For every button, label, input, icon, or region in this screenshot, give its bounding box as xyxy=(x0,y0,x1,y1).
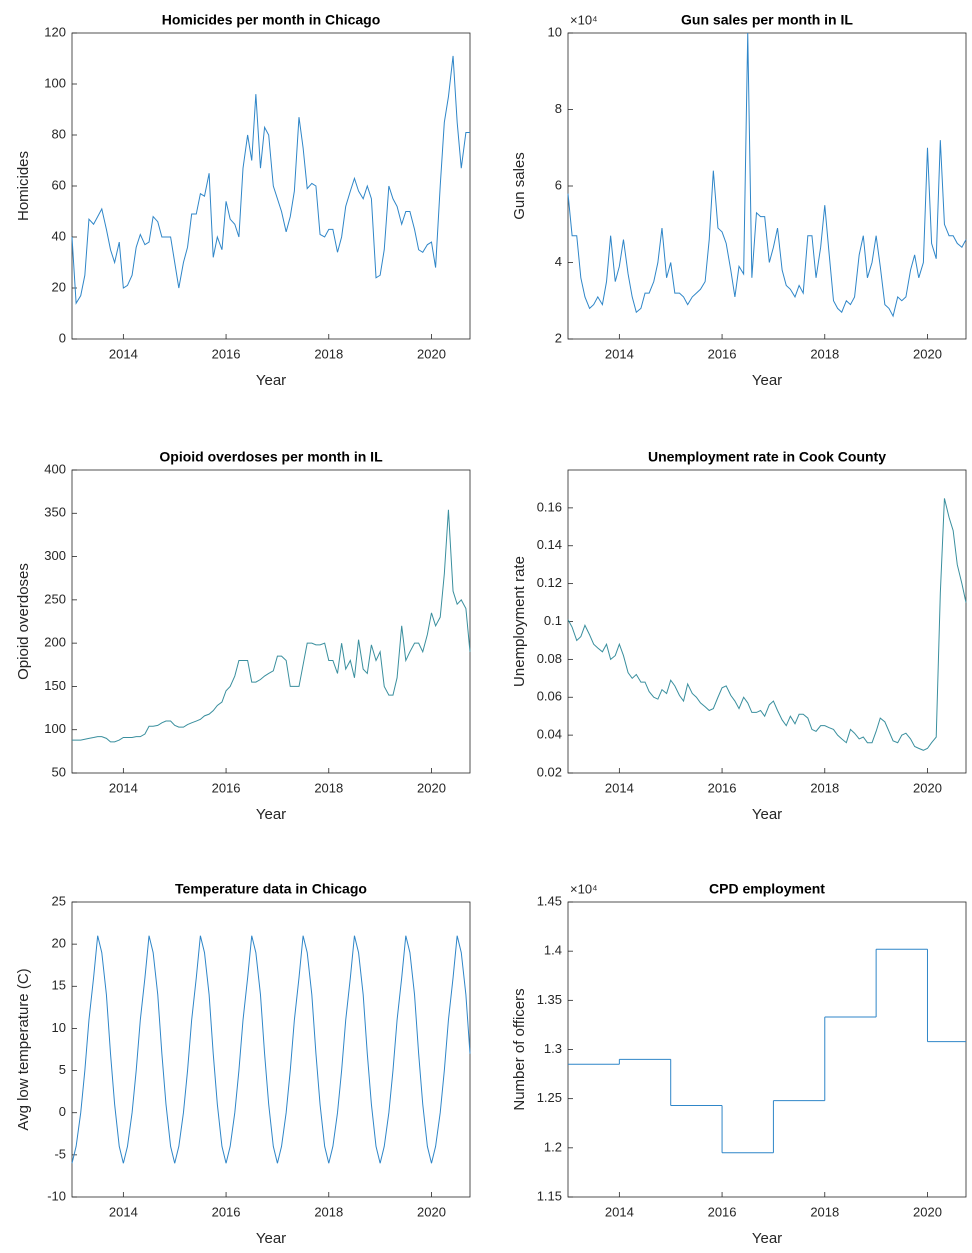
y-axis-label: Unemployment rate xyxy=(511,556,528,687)
y-axis-label: Opioid overdoses xyxy=(15,563,32,680)
x-tick-label: 2020 xyxy=(417,780,446,795)
y-tick-label: 1.35 xyxy=(537,992,562,1007)
data-line xyxy=(567,498,967,751)
x-tick-label: 2016 xyxy=(212,346,241,361)
y-tick-label: 150 xyxy=(44,678,66,693)
axes-box xyxy=(71,32,471,340)
x-tick-label: 2014 xyxy=(109,780,138,795)
y-tick-label: 0 xyxy=(59,330,66,345)
chart-title: Temperature data in Chicago xyxy=(175,881,367,897)
y-tick-label: 6 xyxy=(555,177,562,192)
y-tick-label: 350 xyxy=(44,505,66,520)
y-exponent-label: ×10⁴ xyxy=(570,12,598,27)
y-tick-label: 0.02 xyxy=(537,764,562,779)
y-tick-label: 60 xyxy=(52,177,66,192)
y-tick-label: -10 xyxy=(47,1188,66,1203)
y-tick-label: 0 xyxy=(59,1104,66,1119)
y-tick-label: 15 xyxy=(52,978,66,993)
y-tick-label: 40 xyxy=(52,228,66,243)
x-axis-label: Year xyxy=(752,1230,782,1247)
chart-title: Homicides per month in Chicago xyxy=(162,12,381,28)
x-tick-label: 2014 xyxy=(109,346,138,361)
chart-title: CPD employment xyxy=(709,881,825,897)
y-tick-label: 0.08 xyxy=(537,651,562,666)
y-exponent-label: ×10⁴ xyxy=(570,881,598,896)
x-tick-label: 2018 xyxy=(810,346,839,361)
chart-title: Opioid overdoses per month in IL xyxy=(159,449,383,465)
y-tick-label: 0.12 xyxy=(537,575,562,590)
x-tick-label: 2018 xyxy=(314,1204,343,1219)
data-line xyxy=(72,509,471,743)
y-tick-label: 25 xyxy=(52,893,66,908)
x-tick-label: 2020 xyxy=(913,1204,942,1219)
y-tick-label: 4 xyxy=(555,254,562,269)
x-tick-label: 2014 xyxy=(605,346,634,361)
y-tick-label: 10 xyxy=(52,1020,66,1035)
y-tick-label: 20 xyxy=(52,936,66,951)
x-tick-label: 2016 xyxy=(212,1204,241,1219)
y-tick-label: 0.1 xyxy=(544,613,562,628)
y-tick-label: 80 xyxy=(52,126,66,141)
y-axis-label: Number of officers xyxy=(511,988,528,1110)
chart-title: Unemployment rate in Cook County xyxy=(648,449,886,465)
x-tick-label: 2020 xyxy=(913,780,942,795)
y-tick-label: 300 xyxy=(44,548,66,563)
data-line xyxy=(567,32,967,318)
y-tick-label: 0.14 xyxy=(537,537,562,552)
x-tick-label: 2014 xyxy=(605,780,634,795)
axes-box xyxy=(567,469,967,774)
chart-title: Gun sales per month in IL xyxy=(681,12,853,28)
axes-box xyxy=(71,901,471,1198)
y-tick-label: 1.4 xyxy=(544,943,562,958)
x-axis-label: Year xyxy=(752,806,782,823)
y-tick-label: 0.04 xyxy=(537,727,562,742)
y-tick-label: 400 xyxy=(44,461,66,476)
y-tick-label: 0.06 xyxy=(537,689,562,704)
y-tick-label: 100 xyxy=(44,75,66,90)
y-tick-label: -5 xyxy=(54,1146,66,1161)
y-tick-label: 5 xyxy=(59,1062,66,1077)
axes-box xyxy=(567,32,967,340)
axes-box xyxy=(567,901,967,1198)
y-tick-label: 250 xyxy=(44,591,66,606)
x-tick-label: 2018 xyxy=(810,1204,839,1219)
y-axis-label: Homicides xyxy=(15,151,32,221)
x-tick-label: 2016 xyxy=(708,1204,737,1219)
axes-box xyxy=(71,469,471,774)
y-tick-label: 120 xyxy=(44,24,66,39)
y-tick-label: 20 xyxy=(52,279,66,294)
y-axis-label: Avg low temperature (C) xyxy=(15,968,32,1130)
x-tick-label: 2018 xyxy=(314,780,343,795)
x-axis-label: Year xyxy=(752,372,782,389)
y-tick-label: 1.2 xyxy=(544,1139,562,1154)
y-tick-label: 1.25 xyxy=(537,1090,562,1105)
data-line xyxy=(71,935,471,1164)
x-tick-label: 2014 xyxy=(109,1204,138,1219)
y-tick-label: 10 xyxy=(548,24,562,39)
x-axis-label: Year xyxy=(256,1230,286,1247)
y-tick-label: 200 xyxy=(44,635,66,650)
y-tick-label: 50 xyxy=(52,764,66,779)
x-axis-label: Year xyxy=(256,372,286,389)
y-tick-label: 2 xyxy=(555,330,562,345)
y-tick-label: 0.16 xyxy=(537,499,562,514)
y-tick-label: 1.3 xyxy=(544,1041,562,1056)
x-axis-label: Year xyxy=(256,806,286,823)
x-tick-label: 2014 xyxy=(605,1204,634,1219)
y-tick-label: 100 xyxy=(44,721,66,736)
x-tick-label: 2020 xyxy=(417,1204,446,1219)
x-tick-label: 2018 xyxy=(810,780,839,795)
y-tick-label: 1.15 xyxy=(537,1188,562,1203)
x-tick-label: 2020 xyxy=(417,346,446,361)
data-line xyxy=(71,55,470,305)
x-tick-label: 2020 xyxy=(913,346,942,361)
y-axis-label: Gun sales xyxy=(511,152,528,220)
y-tick-label: 1.45 xyxy=(537,893,562,908)
x-tick-label: 2018 xyxy=(314,346,343,361)
x-tick-label: 2016 xyxy=(708,346,737,361)
x-tick-label: 2016 xyxy=(212,780,241,795)
x-tick-label: 2016 xyxy=(708,780,737,795)
y-tick-label: 8 xyxy=(555,101,562,116)
